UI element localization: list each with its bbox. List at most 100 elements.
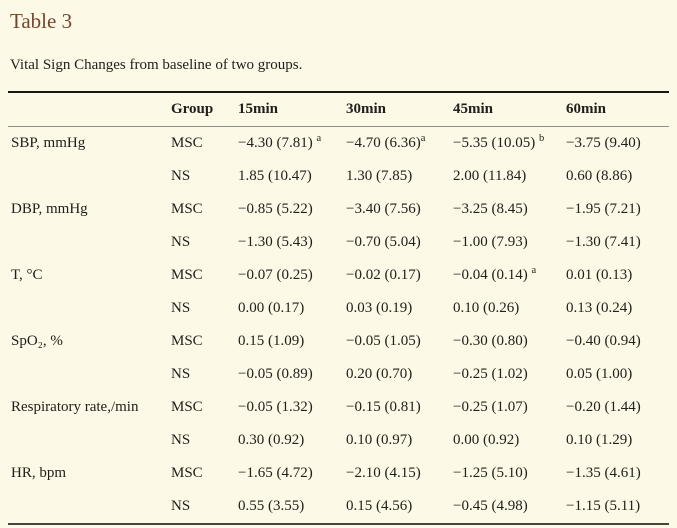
value-cell: 1.30 (7.85) — [346, 168, 413, 185]
value-cell: 0.60 (8.86) — [566, 168, 633, 185]
table-row: T, °C MSC −0.07 (0.25) −0.02 (0.17) −0.04 (0… — [8, 259, 669, 292]
value-cell: 0.30 (0.92) — [238, 432, 305, 449]
value-cell: −0.02 (0.17) — [346, 267, 421, 284]
group-cell: MSC — [171, 135, 203, 152]
value-cell: 0.03 (0.19) — [346, 300, 413, 317]
group-cell: NS — [171, 432, 191, 449]
row-label-cell: HR, bpm — [11, 465, 67, 482]
table-row: SBP, mmHg MSC −4.30 (7.81) a −4.70 (6.36)a −… — [8, 127, 669, 161]
value-cell: 0.01 (0.13) — [566, 267, 633, 284]
value-cell: −0.70 (5.04) — [346, 234, 421, 251]
row-label-cell: SpO₂, % — [11, 333, 63, 350]
table-row: NS 0.30 (0.92) 0.10 (0.97) 0.00 (0.92) 0.10 … — [8, 424, 669, 457]
table-header: Group 15min 30min 45min 60min — [8, 92, 669, 127]
table-row: DBP, mmHg MSC −0.85 (5.22) −3.40 (7.56) −3.2… — [8, 193, 669, 226]
value-cell: 0.10 (0.26) — [453, 300, 520, 317]
table-caption: Vital Sign Changes from baseline of two … — [10, 57, 303, 74]
row-label-cell: SBP, mmHg — [11, 135, 86, 152]
column-header-label — [8, 92, 168, 127]
value-cell: −3.40 (7.56) — [346, 201, 421, 218]
value-cell: 0.13 (0.24) — [566, 300, 633, 317]
significance-superscript: a — [316, 133, 322, 145]
value-cell: −1.95 (7.21) — [566, 201, 641, 218]
significance-superscript: a — [420, 133, 426, 145]
row-label-cell: DBP, mmHg — [11, 201, 88, 218]
table-title: Table 3 — [10, 9, 73, 33]
column-header-15min: 15min — [238, 101, 279, 118]
group-cell: MSC — [171, 333, 203, 350]
value-cell: 0.20 (0.70) — [346, 366, 413, 383]
value-cell: −4.70 (6.36)a — [346, 133, 426, 152]
value-cell: −2.10 (4.15) — [346, 465, 421, 482]
group-cell: NS — [171, 498, 191, 515]
group-cell: NS — [171, 366, 191, 383]
value-cell: −0.40 (0.94) — [566, 333, 641, 350]
table-row: NS 0.55 (3.55) 0.15 (4.56) −0.45 (4.98) −1.1… — [8, 490, 669, 524]
row-label-cell — [8, 358, 168, 391]
column-header-45min: 45min — [453, 101, 494, 118]
value-cell: 0.10 (0.97) — [346, 432, 413, 449]
column-header-group: Group — [171, 101, 214, 118]
column-header-60min: 60min — [566, 101, 607, 118]
group-cell: MSC — [171, 399, 203, 416]
group-cell: MSC — [171, 465, 203, 482]
table-row: Respiratory rate,/min MSC −0.05 (1.32) −0.1… — [8, 391, 669, 424]
group-cell: NS — [171, 168, 191, 185]
value-cell: −3.25 (8.45) — [453, 201, 528, 218]
row-label-cell — [8, 226, 168, 259]
value-cell: −1.30 (5.43) — [238, 234, 313, 251]
value-cell: 0.05 (1.00) — [566, 366, 633, 383]
significance-superscript: a — [531, 265, 537, 277]
group-cell: NS — [171, 234, 191, 251]
value-cell: −0.30 (0.80) — [453, 333, 528, 350]
table-body: SBP, mmHg MSC −4.30 (7.81) a −4.70 (6.36)a −… — [8, 127, 669, 525]
value-cell: 0.10 (1.29) — [566, 432, 633, 449]
row-label-cell — [8, 160, 168, 193]
value-cell: −0.85 (5.22) — [238, 201, 313, 218]
value-cell: −0.05 (0.89) — [238, 366, 313, 383]
table-row: SpO₂, % MSC 0.15 (1.09) −0.05 (1.05) −0.30 (… — [8, 325, 669, 358]
value-cell: −0.25 (1.02) — [453, 366, 528, 383]
value-cell: −1.15 (5.11) — [566, 498, 641, 515]
value-cell: −0.15 (0.81) — [346, 399, 421, 416]
value-cell: 0.55 (3.55) — [238, 498, 305, 515]
value-cell: −1.35 (4.61) — [566, 465, 641, 482]
value-cell: 0.00 (0.17) — [238, 300, 305, 317]
row-label-cell — [8, 424, 168, 457]
table-row: NS 0.00 (0.17) 0.03 (0.19) 0.10 (0.26) 0.13 … — [8, 292, 669, 325]
row-label-cell — [8, 292, 168, 325]
row-label-cell: T, °C — [11, 267, 43, 284]
value-cell: 2.00 (11.84) — [453, 168, 527, 185]
column-header-30min: 30min — [346, 101, 387, 118]
group-cell: MSC — [171, 201, 203, 218]
table-row: HR, bpm MSC −1.65 (4.72) −2.10 (4.15) −1.25 … — [8, 457, 669, 490]
value-cell: −0.07 (0.25) — [238, 267, 313, 284]
group-cell: MSC — [171, 267, 203, 284]
value-cell: −0.25 (1.07) — [453, 399, 528, 416]
value-cell: 1.85 (10.47) — [238, 168, 312, 185]
value-cell: −3.75 (9.40) — [566, 135, 641, 152]
row-label-cell: Respiratory rate,/min — [11, 399, 139, 416]
group-cell: NS — [171, 300, 191, 317]
significance-superscript: b — [538, 133, 545, 145]
value-cell: −1.30 (7.41) — [566, 234, 641, 251]
value-cell: −1.65 (4.72) — [238, 465, 313, 482]
header-row: Group 15min 30min 45min 60min — [8, 92, 669, 127]
value-cell: −0.20 (1.44) — [566, 399, 641, 416]
value-cell: −0.05 (1.32) — [238, 399, 313, 416]
value-cell: −0.05 (1.05) — [346, 333, 421, 350]
value-cell: 0.15 (1.09) — [238, 333, 305, 350]
value-cell: −4.30 (7.81) a — [238, 133, 322, 152]
value-cell: 0.15 (4.56) — [346, 498, 413, 515]
table-row: NS −0.05 (0.89) 0.20 (0.70) −0.25 (1.02) 0.0… — [8, 358, 669, 391]
table-row: NS −1.30 (5.43) −0.70 (5.04) −1.00 (7.93) −1… — [8, 226, 669, 259]
row-label-cell — [8, 490, 168, 524]
value-cell: −1.25 (5.10) — [453, 465, 528, 482]
table-row: NS 1.85 (10.47) 1.30 (7.85) 2.00 (11.84) 0.6… — [8, 160, 669, 193]
value-cell: 0.00 (0.92) — [453, 432, 520, 449]
value-cell: −0.45 (4.98) — [453, 498, 528, 515]
value-cell: −0.04 (0.14) a — [453, 265, 537, 284]
value-cell: −1.00 (7.93) — [453, 234, 528, 251]
vital-signs-table: Group 15min 30min 45min 60min SBP, mmHg MSC −4… — [8, 91, 669, 526]
